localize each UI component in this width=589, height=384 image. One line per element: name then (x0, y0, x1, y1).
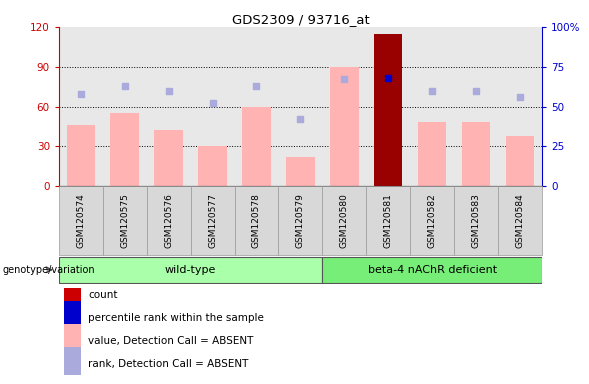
Text: GSM120583: GSM120583 (472, 194, 481, 248)
Text: GSM120574: GSM120574 (77, 194, 85, 248)
Bar (198, 146, 227, 186)
Text: GSM120579: GSM120579 (296, 194, 305, 248)
Bar (64, 278, 81, 306)
Point (428, 88, 437, 94)
Text: GSM120582: GSM120582 (428, 194, 436, 248)
Bar (286, 157, 315, 186)
Bar (234, 186, 279, 255)
Bar (506, 136, 534, 186)
Bar (242, 107, 271, 186)
Bar (418, 122, 446, 186)
Bar (279, 186, 322, 255)
Text: GSM120575: GSM120575 (120, 194, 129, 248)
Bar (64, 301, 81, 329)
Bar (330, 67, 359, 186)
Bar (191, 186, 234, 255)
Bar (374, 33, 402, 186)
Title: GDS2309 / 93716_at: GDS2309 / 93716_at (231, 13, 369, 26)
Text: count: count (88, 290, 117, 300)
Bar (366, 186, 410, 255)
Point (120, 83, 130, 89)
Point (76, 91, 85, 97)
Text: GSM120576: GSM120576 (164, 194, 173, 248)
Bar (111, 113, 139, 186)
Point (515, 94, 525, 100)
Text: GSM120584: GSM120584 (515, 194, 524, 248)
Bar (64, 348, 81, 375)
Text: GSM120581: GSM120581 (383, 194, 393, 248)
Bar (59, 257, 322, 283)
Text: GSM120580: GSM120580 (340, 194, 349, 248)
Bar (59, 186, 103, 255)
Point (252, 83, 261, 89)
Bar (67, 125, 95, 186)
Bar (462, 122, 490, 186)
Point (296, 116, 305, 122)
Bar (64, 324, 81, 352)
Text: percentile rank within the sample: percentile rank within the sample (88, 313, 264, 323)
Bar (322, 257, 542, 283)
Text: wild-type: wild-type (165, 265, 216, 275)
Point (164, 88, 173, 94)
Bar (322, 186, 366, 255)
Bar (154, 131, 183, 186)
Text: value, Detection Call = ABSENT: value, Detection Call = ABSENT (88, 336, 253, 346)
Text: genotype/variation: genotype/variation (3, 265, 95, 275)
Bar (498, 186, 542, 255)
Bar (410, 186, 454, 255)
Bar (103, 186, 147, 255)
Text: GSM120577: GSM120577 (208, 194, 217, 248)
Text: rank, Detection Call = ABSENT: rank, Detection Call = ABSENT (88, 359, 248, 369)
Text: beta-4 nAChR deficient: beta-4 nAChR deficient (368, 265, 497, 275)
Bar (454, 186, 498, 255)
Text: GSM120578: GSM120578 (252, 194, 261, 248)
Point (383, 75, 393, 81)
Point (340, 76, 349, 83)
Bar (147, 186, 191, 255)
Point (471, 88, 481, 94)
Point (208, 100, 217, 106)
